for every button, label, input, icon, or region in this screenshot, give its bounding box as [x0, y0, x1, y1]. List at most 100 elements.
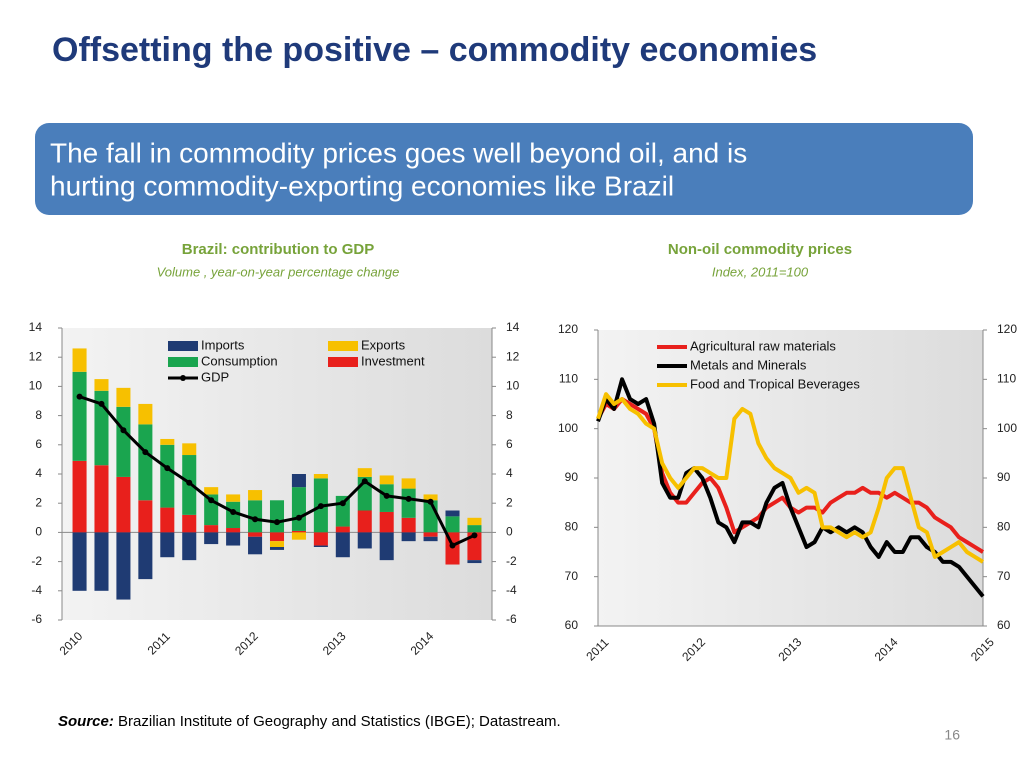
legend-label: Consumption [201, 353, 278, 368]
chart-subtitle: Volume , year-on-year percentage change [157, 264, 400, 279]
line-marker [295, 514, 302, 521]
line-marker [383, 492, 390, 499]
bar-segment [160, 438, 175, 445]
source: Source: Brazilian Institute of Geography… [58, 713, 561, 730]
y2-tick-label: 90 [997, 470, 1011, 484]
bar-segment [116, 387, 131, 407]
bar-segment [313, 545, 328, 547]
bar-segment [204, 487, 219, 495]
bar-segment [291, 532, 306, 540]
line-marker [76, 393, 83, 400]
bar-segment [423, 500, 438, 533]
bar-segment [116, 476, 131, 533]
y-tick-label: 70 [565, 569, 579, 583]
y-tick-label: 10 [29, 379, 43, 393]
bar-segment [94, 532, 109, 591]
bar-segment [269, 532, 285, 542]
y2-tick-label: 10 [506, 379, 520, 393]
y2-tick-label: 12 [506, 349, 520, 363]
y2-tick-label: 2 [506, 495, 513, 509]
bar-segment [116, 406, 131, 477]
bar-segment [182, 514, 197, 533]
bar-segment [335, 532, 350, 558]
legend-swatch [168, 357, 198, 367]
bar-segment [313, 532, 328, 546]
line-marker [208, 497, 215, 504]
y-tick-label: -6 [31, 612, 42, 626]
page-number: 16 [944, 727, 960, 743]
x-tick-label: 2011 [583, 635, 611, 663]
x-tick-label: 2015 [968, 635, 997, 664]
line-marker [471, 532, 478, 539]
bar-segment [248, 536, 263, 555]
y2-tick-label: -4 [506, 583, 517, 597]
line [596, 377, 985, 598]
bar-segment [226, 532, 241, 546]
y2-tick-label: 110 [997, 372, 1016, 386]
legend-label: Investment [361, 353, 425, 368]
y-tick-label: 8 [35, 408, 42, 422]
plot-area [62, 328, 492, 620]
line-marker [252, 516, 259, 523]
y2-tick-label: 100 [997, 421, 1017, 435]
bar-segment [401, 488, 416, 518]
bar-segment [248, 490, 263, 501]
line-marker [142, 449, 149, 456]
y2-tick-label: 8 [506, 408, 513, 422]
y2-tick-label: 0 [506, 525, 513, 539]
y-tick-label: -4 [31, 583, 42, 597]
y-tick-label: 100 [558, 421, 578, 435]
bar-segment [160, 444, 175, 508]
bar-segment [423, 536, 438, 542]
x-tick-label: 2012 [232, 629, 261, 658]
slide-title: Offsetting the positive – commodity econ… [52, 31, 817, 69]
bar-segment [401, 478, 416, 489]
line-marker [427, 498, 434, 505]
source-label: Source: [58, 713, 114, 730]
y-tick-label: 120 [558, 322, 578, 336]
line-marker [274, 519, 280, 526]
line-marker [405, 495, 412, 502]
legend-label: Agricultural raw materials [690, 338, 836, 353]
y-tick-label: 12 [29, 349, 43, 363]
y-tick-label: -2 [31, 554, 42, 568]
bar-segment [138, 500, 153, 533]
y2-tick-label: 120 [997, 322, 1017, 336]
line-marker [361, 478, 368, 485]
bar-segment [423, 494, 438, 501]
bar-segment [291, 530, 306, 533]
y2-tick-label: 70 [997, 569, 1011, 583]
bar-segment [467, 517, 482, 526]
x-tick-label: 2012 [679, 635, 708, 664]
y2-tick-label: -2 [506, 554, 517, 568]
line-marker [449, 542, 456, 549]
bar-segment [72, 460, 87, 533]
y-tick-label: 14 [29, 320, 43, 334]
line-marker [339, 500, 346, 507]
bar-segment [160, 532, 175, 558]
y2-tick-label: 4 [506, 466, 513, 480]
x-tick-label: 2014 [408, 629, 437, 658]
y-tick-label: 60 [565, 618, 579, 632]
bar-segment [116, 532, 131, 600]
legend-swatch [328, 357, 358, 367]
y-tick-label: 2 [35, 495, 42, 509]
x-tick-label: 2014 [872, 635, 901, 664]
bar-segment [357, 468, 372, 477]
bar-segment [445, 510, 460, 517]
bar-segment [204, 525, 219, 533]
bar-segment [182, 532, 197, 561]
bar-segment [269, 547, 285, 550]
line-marker [186, 479, 193, 486]
line-marker [230, 508, 237, 515]
y-tick-label: 6 [35, 437, 42, 451]
bar-segment [269, 541, 285, 547]
legend-swatch [328, 341, 358, 351]
bar-segment [445, 516, 460, 533]
bar-segment [94, 379, 109, 391]
legend-label: Imports [201, 337, 245, 352]
bar-segment [467, 532, 482, 561]
bar-segment [357, 510, 372, 533]
bar-segment [138, 403, 153, 425]
